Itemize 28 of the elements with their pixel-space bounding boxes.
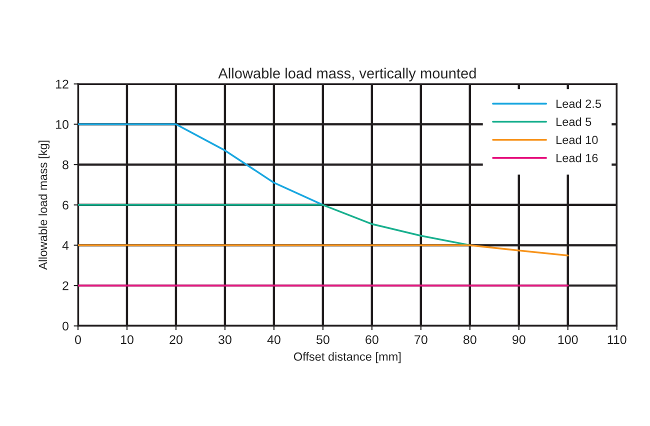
x-tick-label: 60 — [366, 335, 378, 344]
legend-label: Lead 2.5 — [556, 99, 602, 108]
x-tick-label: 0 — [75, 335, 81, 344]
y-axis-title: Allowable load mass [kg] — [38, 140, 50, 270]
chart-title: Allowable load mass, vertically mounted — [218, 68, 476, 82]
x-tick-label: 90 — [512, 335, 526, 344]
y-tick-label: 12 — [56, 80, 68, 88]
legend-label: Lead 16 — [556, 154, 598, 162]
y-tick-label: 2 — [62, 281, 68, 290]
line-series — [78, 123, 324, 206]
y-tick-label: 4 — [62, 241, 69, 250]
y-tick-label: 8 — [62, 160, 68, 170]
x-tick-label: 110 — [608, 335, 626, 344]
y-tick-label: 10 — [56, 120, 68, 129]
x-tick-label: 20 — [170, 335, 182, 344]
x-axis-title: Offset distance [mm] — [294, 352, 401, 364]
x-tick-label: 50 — [316, 335, 330, 344]
x-tick-label: 70 — [414, 335, 428, 344]
legend-label: Lead 10 — [556, 135, 598, 144]
x-tick-label: 30 — [218, 335, 232, 344]
legend-label: Lead 5 — [556, 117, 592, 126]
y-tick-label: 6 — [62, 200, 68, 210]
x-tick-label: 10 — [120, 335, 134, 344]
y-tick-label: 0 — [62, 322, 68, 331]
x-tick-label: 40 — [267, 335, 280, 344]
x-tick-label: 80 — [463, 335, 476, 344]
line-series — [78, 204, 471, 246]
x-tick-label: 100 — [558, 335, 578, 344]
